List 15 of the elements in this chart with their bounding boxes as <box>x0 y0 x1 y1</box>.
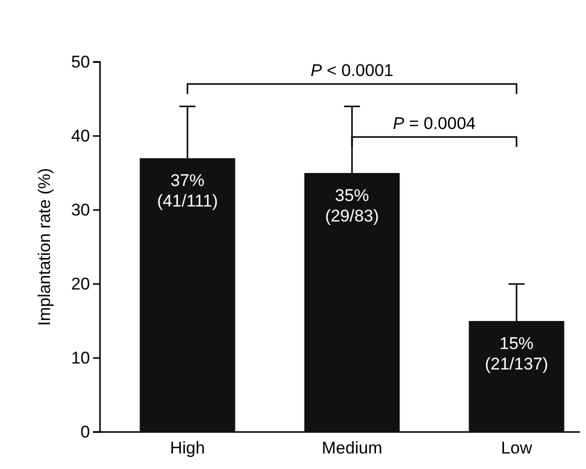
y-tick-label: 20 <box>71 274 90 294</box>
y-axis-title: Implantation rate (%) <box>35 168 54 326</box>
x-tick-label: Low <box>500 438 533 458</box>
y-tick-label: 30 <box>71 200 90 220</box>
y-tick-label: 40 <box>71 126 90 146</box>
x-tick-label: Medium <box>322 438 382 458</box>
y-tick-label: 10 <box>71 348 90 368</box>
x-tick-label: High <box>170 438 205 458</box>
data-label: 37% (41/111) <box>157 171 218 211</box>
annotation: P < 0.0001 <box>310 61 394 80</box>
annotation: P = 0.0004 <box>392 114 476 133</box>
data-label: 35% (29/83) <box>325 186 379 226</box>
data-label: 15% (21/137) <box>484 334 548 374</box>
y-tick-label: 0 <box>80 422 90 442</box>
y-tick-label: 50 <box>71 52 90 72</box>
